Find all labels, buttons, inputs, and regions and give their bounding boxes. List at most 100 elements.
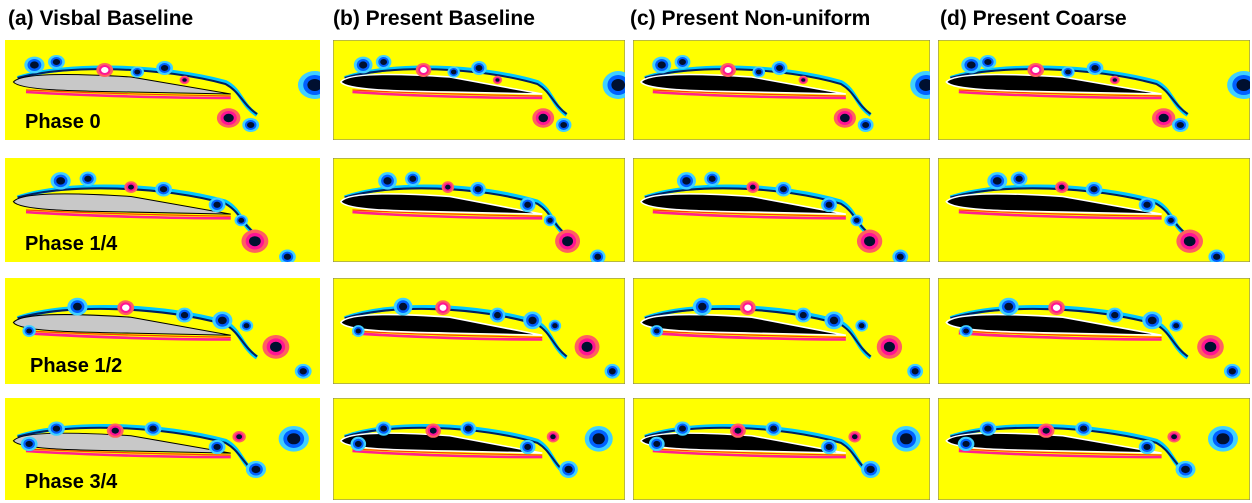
vortex-core bbox=[52, 425, 61, 432]
vortex-core bbox=[475, 65, 483, 71]
vortex-core bbox=[450, 69, 457, 75]
vortex-core bbox=[355, 328, 362, 334]
shear-layer bbox=[958, 210, 1162, 220]
vortex-core bbox=[734, 427, 742, 434]
vortex-core bbox=[464, 425, 472, 432]
vortex-core bbox=[1181, 465, 1190, 474]
vortex-core bbox=[101, 67, 109, 73]
shear-layer bbox=[352, 210, 543, 220]
vortex-core bbox=[698, 302, 707, 311]
vortex-core bbox=[911, 368, 919, 375]
vortex-core bbox=[594, 253, 602, 260]
shear-layer bbox=[958, 209, 1162, 217]
vortex-core bbox=[429, 427, 437, 434]
flow-panel bbox=[938, 278, 1250, 384]
flow-panel bbox=[5, 398, 320, 500]
vortex-core bbox=[247, 122, 255, 128]
vortex-core bbox=[213, 443, 221, 451]
shear-layer bbox=[652, 331, 846, 341]
vortex-core bbox=[1090, 186, 1098, 193]
vortex-core bbox=[780, 186, 787, 193]
vortex-core bbox=[213, 201, 221, 208]
shear-layer bbox=[652, 210, 846, 220]
vortex-core bbox=[653, 328, 660, 334]
phase-label: Phase 0 bbox=[25, 111, 101, 133]
vortex-core bbox=[307, 79, 320, 91]
vortex-core bbox=[1147, 316, 1157, 325]
airfoil bbox=[639, 73, 846, 95]
vortex-core bbox=[1058, 184, 1065, 190]
vortex-core bbox=[238, 217, 245, 223]
vortex-core bbox=[750, 184, 756, 190]
shear-layer bbox=[25, 90, 231, 100]
vortex-core bbox=[420, 67, 427, 73]
phase-label: Phase 1/4 bbox=[25, 233, 118, 255]
vortex-core bbox=[608, 368, 616, 375]
airfoil bbox=[12, 193, 231, 215]
vortex-core bbox=[217, 316, 227, 325]
vortex-core bbox=[679, 59, 686, 65]
vortex-core bbox=[679, 425, 686, 432]
vortex-core bbox=[1171, 434, 1177, 440]
vortex-core bbox=[864, 236, 876, 247]
vortex-core bbox=[1216, 433, 1230, 445]
vortex-core bbox=[564, 465, 573, 474]
vortex-core bbox=[900, 433, 913, 445]
shear-layer bbox=[652, 89, 846, 97]
shear-layer bbox=[950, 68, 1189, 115]
vortex-core bbox=[744, 304, 752, 311]
vortex-core bbox=[547, 217, 553, 223]
shear-layer bbox=[25, 330, 231, 338]
flow-panel bbox=[633, 398, 930, 500]
vortex-core bbox=[52, 59, 61, 65]
vortex-core bbox=[409, 175, 417, 182]
shear-layer bbox=[344, 307, 568, 358]
vortex-core bbox=[801, 78, 806, 82]
shear-layer bbox=[25, 209, 231, 217]
shear-layer bbox=[958, 330, 1162, 338]
flow-panel bbox=[633, 278, 930, 384]
vortex-core bbox=[1204, 341, 1217, 352]
flow-panel bbox=[938, 158, 1250, 262]
shear-layer bbox=[352, 449, 543, 459]
vortex-core bbox=[592, 433, 605, 445]
shear-layer bbox=[652, 90, 846, 100]
vortex-core bbox=[495, 78, 500, 82]
flow-panel bbox=[5, 40, 320, 140]
vortex-core bbox=[858, 323, 865, 329]
vortex-core bbox=[708, 175, 716, 182]
column-title: (d) Present Coarse bbox=[940, 7, 1127, 30]
vortex-core bbox=[866, 465, 875, 474]
vortex-core bbox=[1173, 323, 1180, 329]
flow-panel bbox=[333, 158, 625, 262]
shear-layer bbox=[652, 448, 846, 456]
vortex-core bbox=[29, 61, 39, 69]
shear-layer bbox=[25, 331, 231, 341]
vortex-core bbox=[1079, 425, 1088, 432]
vortex-core bbox=[825, 443, 833, 451]
vortex-core bbox=[1111, 311, 1119, 319]
vortex-core bbox=[1183, 236, 1196, 247]
vortex-core bbox=[657, 61, 666, 69]
vortex-core bbox=[853, 217, 860, 223]
shear-layer bbox=[352, 331, 543, 341]
flow-panel bbox=[5, 158, 320, 262]
vortex-core bbox=[682, 177, 691, 185]
vortex-core bbox=[56, 177, 66, 185]
vortex-core bbox=[962, 440, 970, 447]
vortex-core bbox=[963, 328, 969, 334]
vortex-core bbox=[122, 304, 130, 311]
shear-layer bbox=[352, 90, 543, 100]
vortex-core bbox=[1004, 302, 1014, 311]
vortex-core bbox=[380, 425, 388, 432]
vortex-core bbox=[883, 341, 895, 352]
shear-layer bbox=[352, 330, 543, 338]
shear-layer bbox=[958, 89, 1162, 97]
column-title: (b) Present Baseline bbox=[333, 7, 535, 30]
vortex-core bbox=[149, 425, 157, 432]
shear-layer bbox=[352, 209, 543, 217]
vortex-core bbox=[770, 425, 778, 432]
flow-panel bbox=[5, 278, 320, 384]
shear-layer bbox=[25, 449, 231, 459]
